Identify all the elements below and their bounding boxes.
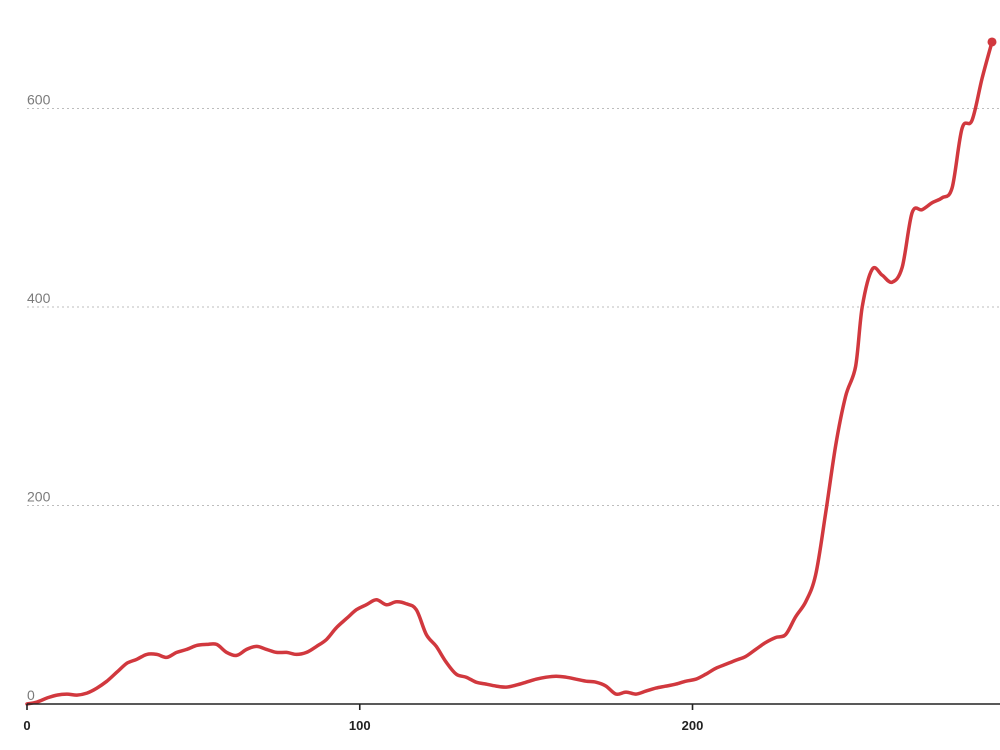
series-end-marker-0 [987, 37, 997, 47]
y-tick-label-0: 0 [27, 687, 35, 703]
gridlines [27, 107, 1000, 506]
y-tick-labels: 0 200 400 600 [27, 91, 51, 703]
y-tick-label-200: 200 [27, 488, 51, 504]
y-tick-label-600: 600 [27, 91, 51, 107]
x-tick-label-0: 0 [23, 718, 30, 733]
x-tick-label-200: 200 [682, 718, 704, 733]
x-tick-label-100: 100 [349, 718, 371, 733]
series-group [25, 37, 997, 706]
series-line-0 [25, 40, 994, 706]
x-ticks: 0 100 200 [23, 704, 703, 733]
y-tick-label-400: 400 [27, 290, 51, 306]
